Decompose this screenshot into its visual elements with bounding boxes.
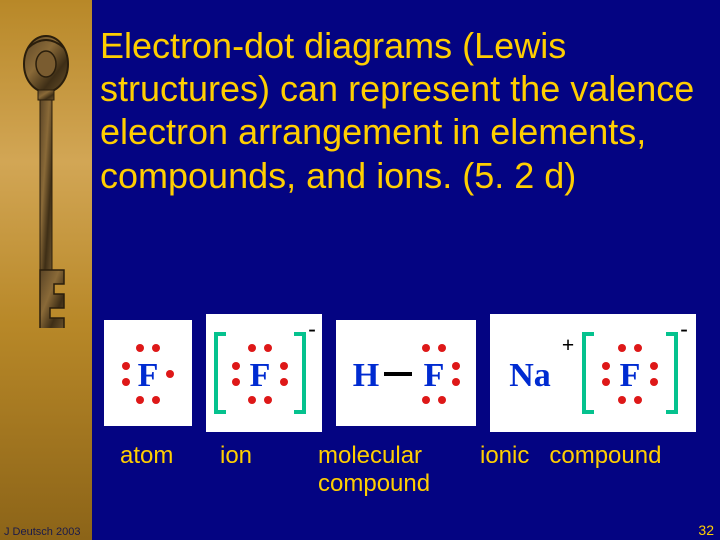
symbol-F: F xyxy=(424,357,445,394)
label-ion: ion xyxy=(196,442,302,498)
diagram-ionic: Na + F - xyxy=(490,314,696,432)
footer-author: J Deutsch 2003 xyxy=(4,526,80,538)
symbol-Na: Na xyxy=(509,357,551,394)
diagram-ion: F - xyxy=(206,314,322,432)
diagram-atom: F xyxy=(104,320,192,426)
footer-slide-number: 32 xyxy=(698,522,714,538)
sidebar-texture xyxy=(0,0,92,540)
label-molecular: molecular compound xyxy=(302,442,472,498)
symbol-F: F xyxy=(250,357,271,394)
label-atom: atom xyxy=(100,442,196,498)
key-icon xyxy=(18,28,74,328)
charge-plus: + xyxy=(562,332,575,357)
slide-title-block: Electron-dot diagrams (Lewis structures)… xyxy=(100,24,700,197)
diagram-molecular: H F xyxy=(336,320,476,426)
charge-minus: - xyxy=(680,316,687,341)
symbol-F: F xyxy=(620,357,641,394)
symbol-H: H xyxy=(353,357,379,394)
symbol-F: F xyxy=(138,357,159,394)
slide-title: Electron-dot diagrams (Lewis structures)… xyxy=(100,24,700,197)
label-ionic: ionic compound xyxy=(472,442,700,498)
lewis-diagram-row: F F - H F xyxy=(100,308,700,438)
diagram-labels-row: atom ion molecular compound ionic compou… xyxy=(100,442,700,498)
charge-minus: - xyxy=(308,316,315,341)
